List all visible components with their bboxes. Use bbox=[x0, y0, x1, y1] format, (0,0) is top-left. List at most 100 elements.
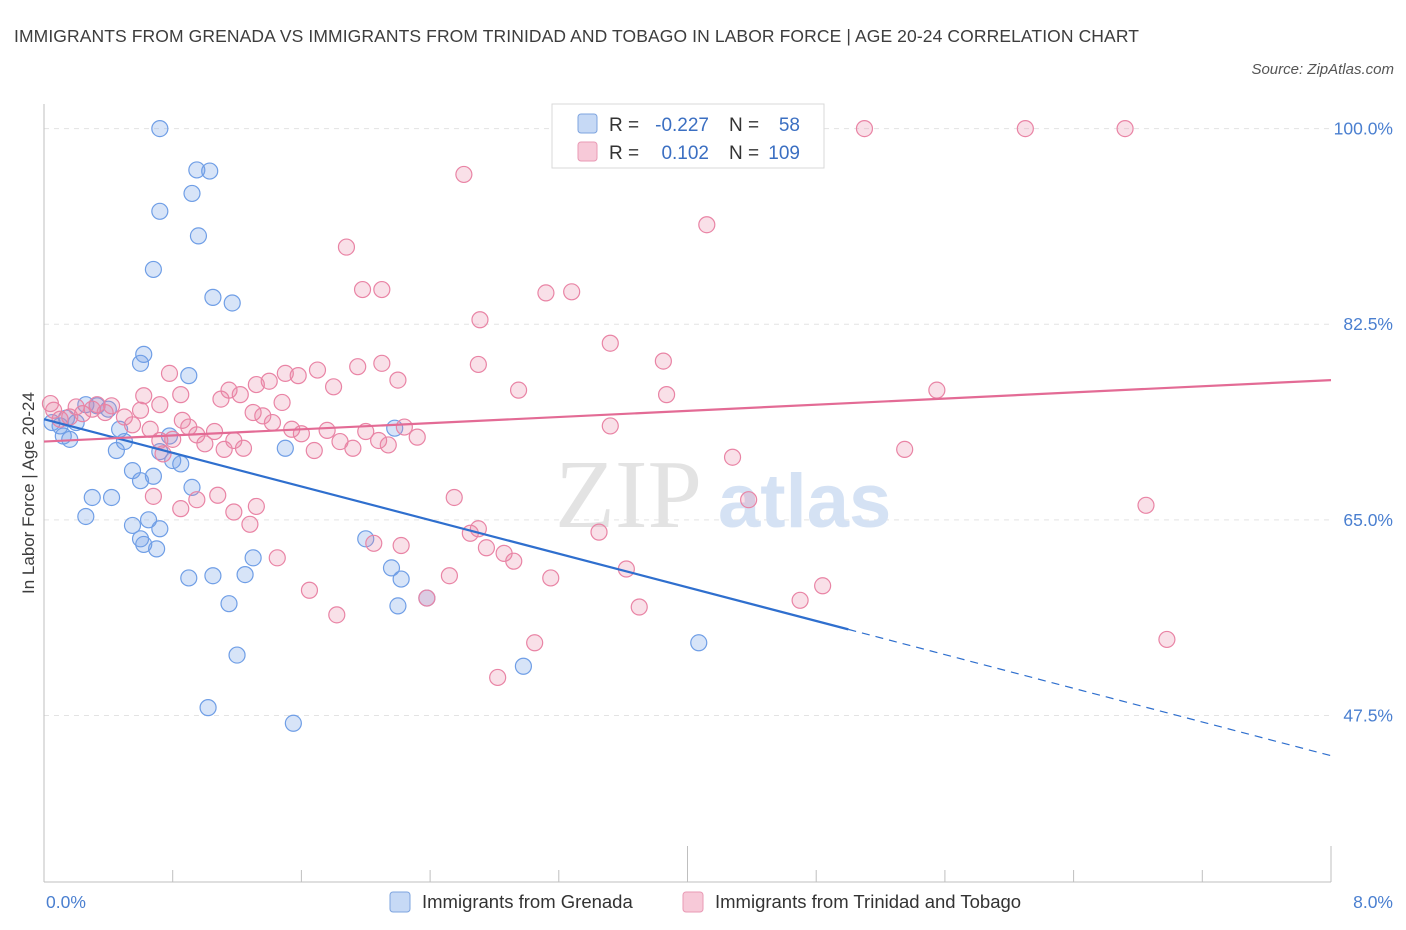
point-grenada bbox=[223, 294, 241, 312]
point-trinidad bbox=[896, 440, 914, 459]
point-trinidad bbox=[469, 355, 487, 374]
point-trinidad bbox=[289, 367, 307, 385]
point-trinidad bbox=[344, 439, 362, 457]
point-trinidad bbox=[379, 436, 397, 454]
point-grenada bbox=[131, 354, 150, 372]
point-trinidad bbox=[209, 486, 227, 504]
correlation-legend: R = -0.227 N = 58 R = 0.102 N = 109 bbox=[551, 103, 825, 169]
point-grenada bbox=[144, 260, 162, 279]
y-tick-label: 82.5% bbox=[1343, 314, 1393, 334]
point-trinidad bbox=[1016, 119, 1034, 138]
point-grenada bbox=[236, 566, 254, 584]
point-trinidad bbox=[542, 569, 560, 587]
series-legend-label-grenada: Immigrants from Grenada bbox=[422, 891, 633, 912]
point-grenada bbox=[220, 595, 238, 613]
point-trinidad bbox=[537, 284, 555, 302]
point-grenada bbox=[151, 520, 169, 538]
point-trinidad bbox=[1137, 496, 1155, 514]
point-grenada bbox=[392, 570, 410, 588]
point-trinidad bbox=[276, 364, 294, 382]
point-trinidad bbox=[601, 334, 619, 352]
point-grenada bbox=[131, 472, 150, 490]
point-grenada bbox=[102, 488, 121, 507]
point-trinidad bbox=[395, 418, 413, 436]
series-legend-swatch-grenada bbox=[389, 891, 411, 913]
legend-swatch-trinidad bbox=[577, 141, 598, 162]
point-grenada bbox=[276, 439, 294, 457]
y-axis-label: In Labor Force | Age 20-24 bbox=[19, 392, 38, 594]
point-trinidad bbox=[188, 491, 206, 509]
gridlines bbox=[44, 128, 1331, 716]
point-trinidad bbox=[151, 396, 169, 414]
point-trinidad bbox=[418, 589, 436, 607]
x-tick-label-min: 0.0% bbox=[46, 892, 86, 912]
point-trinidad bbox=[357, 422, 375, 441]
legend-r-label-grenada: R = bbox=[609, 115, 639, 136]
series-legend-swatch-trinidad bbox=[682, 891, 704, 913]
trend-lines bbox=[43, 379, 1332, 757]
point-trinidad bbox=[74, 405, 92, 423]
point-trinidad bbox=[328, 606, 346, 624]
point-grenada bbox=[188, 161, 206, 179]
point-trinidad bbox=[814, 577, 832, 595]
trend-line-trinidad bbox=[43, 379, 1332, 443]
legend-swatch-grenada bbox=[577, 113, 598, 134]
point-trinidad bbox=[305, 441, 323, 460]
point-trinidad bbox=[318, 421, 336, 440]
point-grenada bbox=[244, 549, 262, 567]
point-grenada bbox=[189, 227, 208, 245]
point-grenada bbox=[77, 507, 95, 526]
point-trinidad bbox=[164, 430, 182, 448]
legend-n-label-trinidad: N = bbox=[729, 143, 759, 164]
series-grenada-points bbox=[43, 119, 708, 732]
point-trinidad bbox=[445, 488, 463, 507]
point-grenada bbox=[172, 455, 190, 473]
point-trinidad bbox=[220, 381, 238, 399]
legend-r-value-trinidad: 0.102 bbox=[661, 143, 709, 164]
point-grenada bbox=[389, 597, 407, 615]
point-trinidad bbox=[477, 539, 496, 557]
series-trinidad-points bbox=[41, 119, 1176, 687]
point-grenada bbox=[139, 511, 158, 529]
point-trinidad bbox=[349, 358, 367, 376]
y-tick-labels: 47.5% 65.0% 82.5% 100.0% bbox=[1334, 119, 1393, 726]
point-trinidad bbox=[489, 668, 507, 687]
point-trinidad bbox=[172, 386, 190, 404]
point-trinidad bbox=[205, 422, 224, 441]
point-trinidad bbox=[408, 428, 426, 446]
x-tick-label-max: 8.0% bbox=[1353, 892, 1393, 912]
point-trinidad bbox=[260, 372, 278, 390]
point-trinidad bbox=[254, 407, 272, 425]
point-grenada bbox=[151, 119, 169, 138]
point-grenada bbox=[382, 559, 401, 577]
watermark-atlas: atlas bbox=[718, 459, 891, 544]
point-grenada bbox=[514, 657, 533, 675]
point-grenada bbox=[357, 530, 375, 548]
point-trinidad bbox=[247, 497, 265, 516]
point-trinidad bbox=[1116, 119, 1134, 138]
point-grenada bbox=[135, 345, 153, 363]
legend-r-value-grenada: -0.227 bbox=[655, 115, 709, 136]
point-trinidad bbox=[196, 435, 214, 453]
point-trinidad bbox=[392, 536, 410, 555]
point-trinidad bbox=[225, 503, 243, 521]
point-trinidad bbox=[471, 311, 489, 329]
point-trinidad bbox=[740, 491, 758, 509]
point-grenada bbox=[151, 202, 169, 220]
point-grenada bbox=[144, 467, 162, 485]
point-trinidad bbox=[353, 280, 372, 299]
point-trinidad bbox=[144, 487, 162, 505]
legend-r-label-trinidad: R = bbox=[609, 143, 639, 164]
point-trinidad bbox=[590, 523, 608, 541]
legend-n-value-grenada: 58 bbox=[779, 115, 800, 136]
point-trinidad bbox=[563, 283, 581, 301]
point-trinidad bbox=[173, 411, 191, 429]
point-trinidad bbox=[45, 401, 63, 419]
source-note: Source: ZipAtlas.com bbox=[1251, 61, 1394, 78]
point-grenada bbox=[148, 540, 166, 558]
point-trinidad bbox=[337, 238, 356, 256]
point-grenada bbox=[180, 569, 198, 587]
point-trinidad bbox=[509, 381, 528, 399]
point-trinidad bbox=[373, 280, 391, 299]
